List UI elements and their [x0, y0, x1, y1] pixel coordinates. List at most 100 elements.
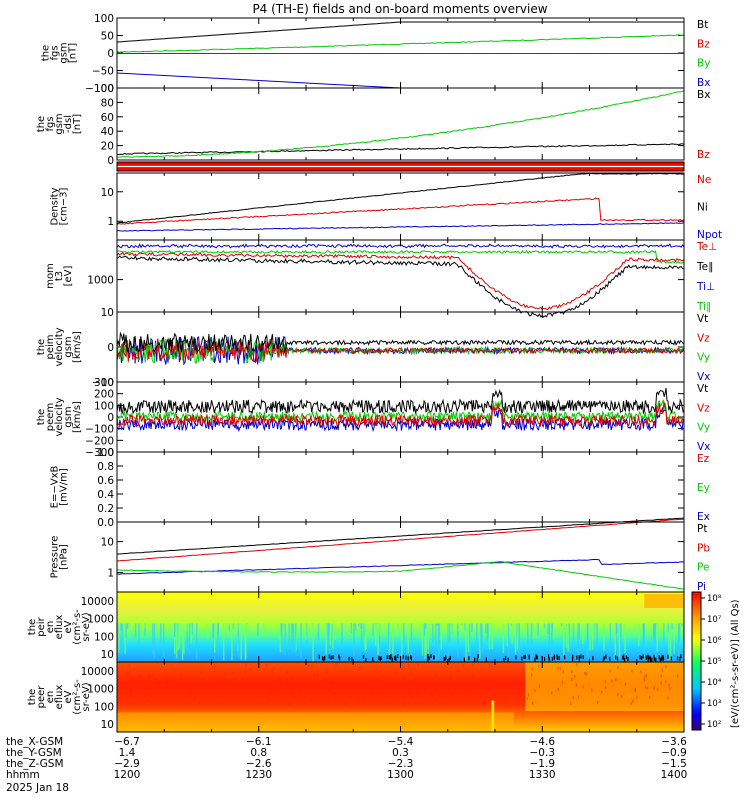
legend-Ne: Ne	[697, 174, 711, 186]
y-axis-label-line: en	[45, 621, 56, 634]
ephemeris-value: −0.3	[530, 747, 556, 759]
y-axis-label: Pressure[nPa]	[50, 536, 70, 579]
legend-Vt: Vt	[697, 313, 708, 325]
y-axis-label-line: [cm−3]	[59, 188, 70, 226]
tick-label: 100	[94, 83, 114, 95]
ephemeris-value: 1.4	[119, 747, 136, 759]
y-axis-label-line: [km/s]	[72, 331, 83, 363]
legend-Bz: Bz	[697, 38, 710, 50]
legend-Vt: Vt	[697, 383, 708, 395]
series-line-Ti∥	[116, 249, 685, 264]
series-line-Bx	[117, 143, 685, 156]
tick-label: −10	[92, 377, 114, 389]
y-axis-label-line: fgs	[50, 45, 61, 60]
y-axis-label-line: Density	[50, 187, 61, 225]
y-axis-label-line: [km/s]	[72, 401, 83, 433]
legend-Ey: Ey	[697, 482, 710, 494]
legend-Ez: Ez	[697, 453, 710, 465]
y-axis-label-line: -dsl	[63, 115, 74, 133]
panel-pressure: 10 1 Pressure[nPa] Pt Pb Pe Pi	[50, 517, 710, 593]
tick-label: 0	[107, 412, 114, 424]
y-axis-label-line: gsm	[63, 406, 74, 427]
y-axis-label-line: [mV/m]	[59, 468, 70, 506]
ephemeris-value: −1.5	[661, 758, 687, 770]
series-line-Vt	[116, 388, 685, 415]
tick-label: 1000	[87, 684, 114, 696]
ephemeris-value: −6.1	[246, 736, 272, 748]
y-axis-label-line: en	[45, 691, 56, 704]
y-axis-label-line: [nT]	[68, 43, 79, 63]
tick-label: −200	[85, 435, 114, 447]
colorbar-tick-label: 10⁴	[707, 678, 722, 688]
tick-label: 10000	[81, 666, 114, 678]
legend-Vy: Vy	[697, 352, 710, 364]
tick-label: 10000	[81, 596, 114, 608]
spectrogram-peir	[117, 592, 684, 662]
colorbar-tick-label: 10⁸	[707, 594, 722, 604]
y-axis-label-line: mom	[45, 263, 56, 289]
y-axis-label-line: peim	[45, 334, 56, 359]
colorbar-label: [eV/(cm²-s-sr-eV)] (All Qs)	[730, 599, 741, 728]
ephemeris-value: −5.4	[388, 736, 414, 748]
legend-Vx: Vx	[697, 441, 710, 453]
series-line-Vz	[116, 337, 685, 363]
y-axis-label-line: Pressure	[50, 536, 61, 579]
ephemeris-value: −1.9	[530, 758, 556, 770]
tick-label: 10	[101, 187, 114, 199]
y-axis-label-line: [nT]	[72, 114, 83, 134]
y-axis-label-line: the	[36, 116, 47, 132]
y-axis-label-line: peem	[45, 403, 56, 431]
colorbar: 10⁸ 10⁷ 10⁶ 10⁵ 10⁴ 10³ 10² [eV/(cm²-s-sr-eV)]…	[691, 591, 741, 731]
y-axis-label: Density[cm−3]	[50, 187, 70, 225]
tick-label: 300	[94, 377, 114, 389]
y-axis-label-line: the	[27, 619, 38, 635]
region-bar	[116, 161, 685, 172]
ephemeris-row-label: the_Y-GSM	[6, 747, 62, 759]
ephemeris-value: −6.7	[114, 736, 140, 748]
ephemeris-value: 1300	[387, 769, 414, 781]
tick-label: 0.8	[97, 461, 114, 473]
tick-label: 50	[101, 31, 114, 43]
y-axis-label-line: the	[36, 339, 47, 355]
tick-label: 0	[107, 155, 114, 167]
tick-label: 0.4	[97, 489, 114, 501]
legend-Ti∥: Ti∥	[696, 301, 711, 313]
legend-Pt: Pt	[697, 523, 707, 535]
y-axis-label: E=−VxB[mV/m]	[50, 466, 70, 509]
ephemeris-value: −4.6	[530, 736, 556, 748]
panel-peir_spec: 10000 1000 100 10 thepeirenefluxeV(cm²-s-sr-…	[27, 591, 685, 663]
ephemeris-row-label: the_X-GSM	[6, 736, 63, 748]
tick-label: 40	[101, 126, 114, 138]
tick-label: 10	[101, 649, 114, 661]
spectrogram-texture	[117, 594, 684, 662]
spectrogram-texture	[117, 662, 684, 732]
legend-Vx: Vx	[697, 371, 710, 383]
tick-label: 10	[101, 719, 114, 731]
ephemeris-value: 0.8	[250, 747, 267, 759]
colorbar-ramp	[691, 591, 702, 731]
legend-Bt: Bt	[697, 19, 708, 31]
y-axis-label-line: the	[36, 409, 47, 425]
tick-label: 0.2	[97, 503, 114, 515]
series-line-Vz	[116, 401, 685, 428]
tick-label: −50	[92, 66, 114, 78]
tick-label: 200	[94, 389, 114, 401]
y-axis-label-line: (cm²-s-	[72, 609, 83, 645]
tick-label: 1000	[87, 614, 114, 626]
colorbar-tick-label: 10⁵	[707, 657, 721, 667]
tick-label: 1.0	[97, 447, 114, 459]
ephemeris-value: −3.6	[661, 736, 687, 748]
tick-label: 1	[107, 567, 114, 579]
tick-label: 0.6	[97, 475, 114, 487]
figure-title: P4 (TH-E) fields and on-board moments ov…	[252, 2, 547, 16]
series-line-Bt	[116, 21, 684, 43]
